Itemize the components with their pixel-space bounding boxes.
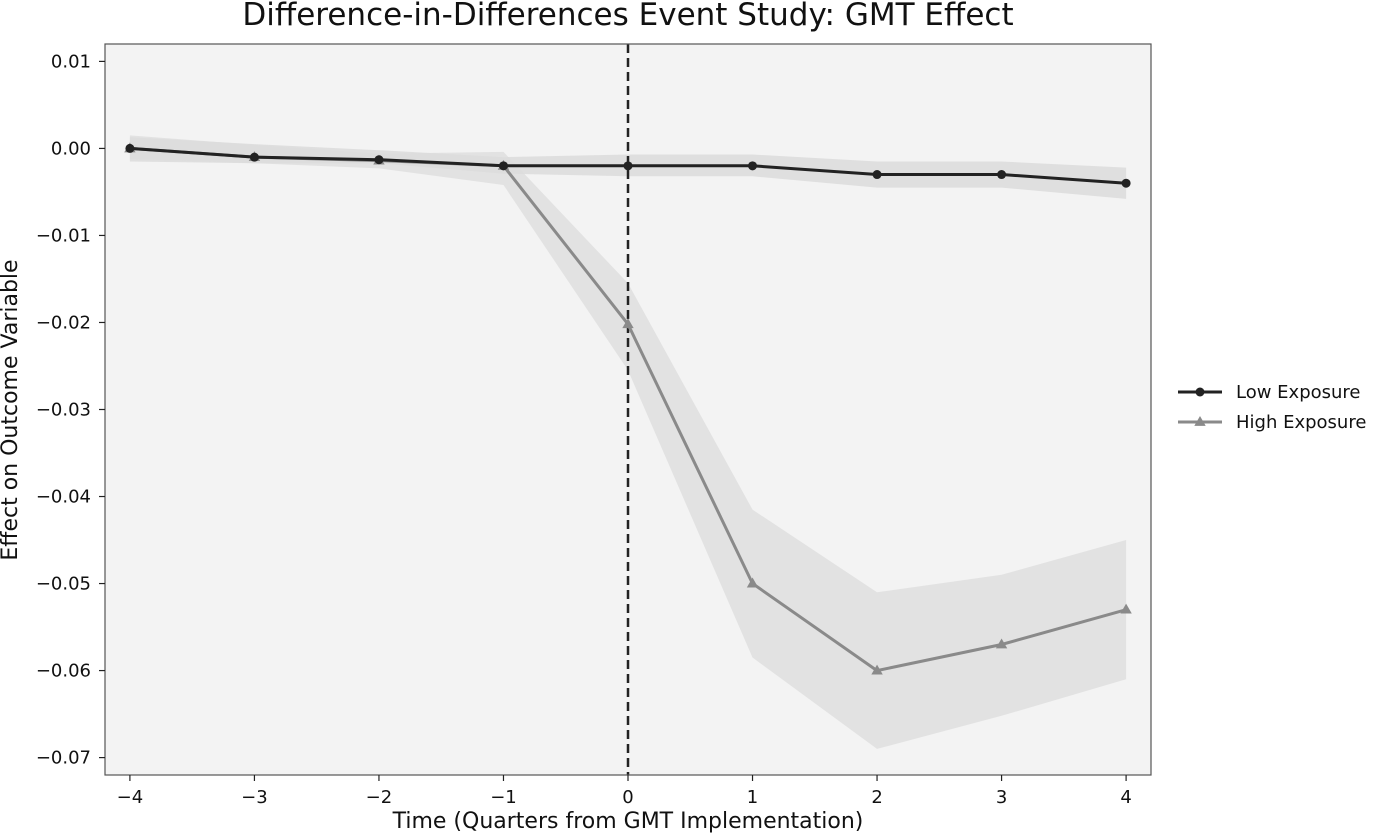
y-tick-label: −0.06 [36, 661, 91, 682]
x-tick-label: 1 [747, 787, 758, 808]
high-exposure-point [622, 318, 634, 329]
x-axis-label: Time (Quarters from GMT Implementation) [392, 809, 864, 834]
y-tick-label: −0.05 [36, 574, 91, 595]
x-tick-label: 2 [871, 787, 882, 808]
chart-title: Difference-in-Differences Event Study: G… [242, 0, 1013, 33]
low-exposure-point [872, 170, 882, 180]
high-exposure-point [871, 664, 883, 675]
y-tick-label: 0.00 [51, 138, 91, 159]
low-exposure-point [374, 155, 384, 165]
low-exposure-point [748, 161, 758, 171]
legend-item-low-exposure: Low Exposure [1178, 382, 1361, 403]
y-tick-label: −0.03 [36, 400, 91, 421]
legend-marker-circle [1195, 387, 1205, 397]
low-exposure-point [498, 161, 508, 171]
x-tick-label: −3 [241, 787, 268, 808]
y-tick-label: −0.02 [36, 312, 91, 333]
y-tick-label: −0.07 [36, 748, 91, 769]
y-tick-label: −0.01 [36, 225, 91, 246]
legend-marker-triangle [1194, 416, 1206, 426]
high-exposure-point [995, 638, 1008, 649]
low-exposure-point [125, 143, 135, 153]
x-tick-label: −4 [117, 787, 144, 808]
legend: Low Exposure High Exposure [1178, 382, 1366, 433]
x-tick-label: 4 [1120, 787, 1131, 808]
high-exposure-point [1120, 603, 1132, 614]
y-axis-label: Effect on Outcome Variable [0, 259, 23, 560]
x-tick-label: 3 [996, 787, 1007, 808]
y-tick-label: −0.04 [36, 487, 91, 508]
high-exposure-point [746, 577, 759, 588]
low-exposure-point [1121, 178, 1131, 188]
x-tick-label: −1 [490, 787, 517, 808]
low-exposure-point [249, 152, 259, 162]
x-tick-label: −2 [366, 787, 393, 808]
y-tick-label: 0.01 [51, 51, 91, 72]
legend-item-high-exposure: High Exposure [1178, 412, 1366, 433]
legend-label: Low Exposure [1236, 382, 1361, 403]
low-exposure-point [997, 170, 1007, 180]
high-exposure-confidence-band [129, 135, 1127, 749]
low-exposure-point [623, 161, 633, 171]
legend-label: High Exposure [1236, 412, 1366, 433]
x-tick-label: 0 [622, 787, 633, 808]
low-exposure-series [125, 143, 1131, 188]
